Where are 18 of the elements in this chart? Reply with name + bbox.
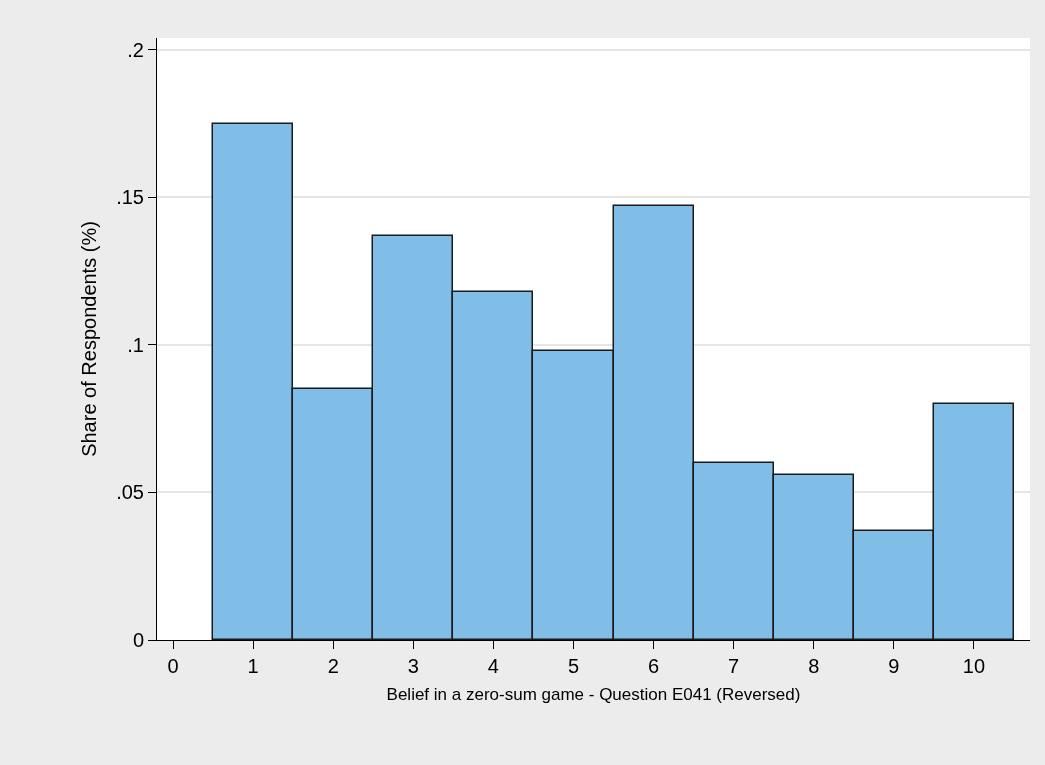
x-tick-label: 9 — [888, 655, 900, 677]
x-tick-label: 2 — [327, 655, 339, 677]
x-tick-label: 10 — [962, 655, 986, 677]
x-tick-label: 1 — [247, 655, 259, 677]
x-tick-label: 5 — [567, 655, 580, 677]
y-tick-label: .05 — [116, 481, 144, 504]
x-tick-label: 7 — [728, 655, 740, 677]
x-tick-label: 3 — [407, 655, 419, 677]
y-tick-label: .2 — [127, 38, 144, 61]
y-tick-label: .1 — [127, 333, 144, 356]
x-tick-label: 8 — [808, 655, 820, 677]
x-tick-label: 6 — [648, 655, 660, 677]
y-axis-title: Share of Respondents (%) — [77, 221, 100, 457]
x-tick-label: 4 — [487, 655, 499, 677]
x-axis-title: Belief in a zero-sum game - Question E041 (Reversed) — [386, 685, 801, 705]
y-tick-label: .15 — [116, 186, 144, 209]
y-tick-label: 0 — [132, 629, 144, 651]
x-tick-label: 0 — [167, 655, 179, 677]
